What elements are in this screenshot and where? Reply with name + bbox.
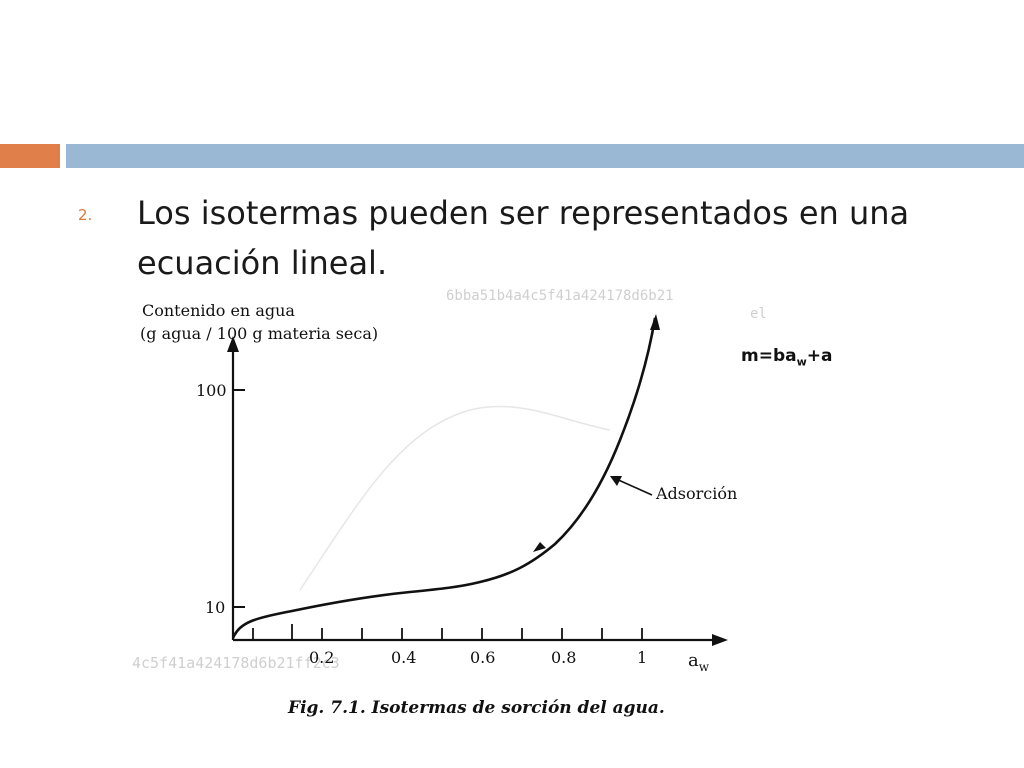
linear-equation: m=baw+a xyxy=(741,346,833,368)
x-axis-label-sub: w xyxy=(699,660,710,674)
x-tick-label-1: 1 xyxy=(637,648,647,667)
watermark-top-small: el xyxy=(750,306,767,322)
x-ticks xyxy=(252,624,643,640)
accent-bar-blue xyxy=(66,144,1024,168)
adsorption-label: Adsorción xyxy=(655,484,737,503)
bullet-text: Los isotermas pueden ser representados e… xyxy=(137,194,910,282)
y-tick-100-label: 100 xyxy=(196,381,227,400)
y-tick-10-label: 10 xyxy=(205,598,225,617)
x-axis-label: aw xyxy=(688,650,710,674)
adsorption-pointer-head xyxy=(610,476,622,486)
curve-arrow-mid xyxy=(533,542,546,552)
equation-lhs: m=ba xyxy=(741,346,797,366)
x-tick-label-0.2: 0.2 xyxy=(309,648,334,667)
y-axis-label-line2: (g agua / 100 g materia seca) xyxy=(140,324,378,343)
equation-subscript: w xyxy=(796,355,807,369)
x-tick-label-0.8: 0.8 xyxy=(551,648,576,667)
accent-bar-orange xyxy=(0,144,60,168)
adsorption-curve xyxy=(231,317,657,639)
bullet-number: 2. xyxy=(78,206,93,224)
x-tick-label-0.4: 0.4 xyxy=(391,648,416,667)
x-tick-label-0.6: 0.6 xyxy=(470,648,495,667)
ghost-curve xyxy=(299,405,611,591)
adsorption-pointer xyxy=(613,477,653,496)
y-axis-arrow xyxy=(227,336,239,352)
x-axis-label-main: a xyxy=(688,650,699,671)
watermark-top: 6bba51b4a4c5f41a424178d6b21 xyxy=(446,288,674,304)
x-axis-arrow xyxy=(712,634,728,646)
equation-rhs: +a xyxy=(806,346,833,366)
curve-arrow-top xyxy=(650,314,660,330)
watermark-bottom: 4c5f41a424178d6b21ff2c3 xyxy=(132,654,340,672)
y-axis-label-line1: Contenido en agua xyxy=(142,301,295,320)
figure-caption: Fig. 7.1. Isotermas de sorción del agua. xyxy=(287,698,665,718)
